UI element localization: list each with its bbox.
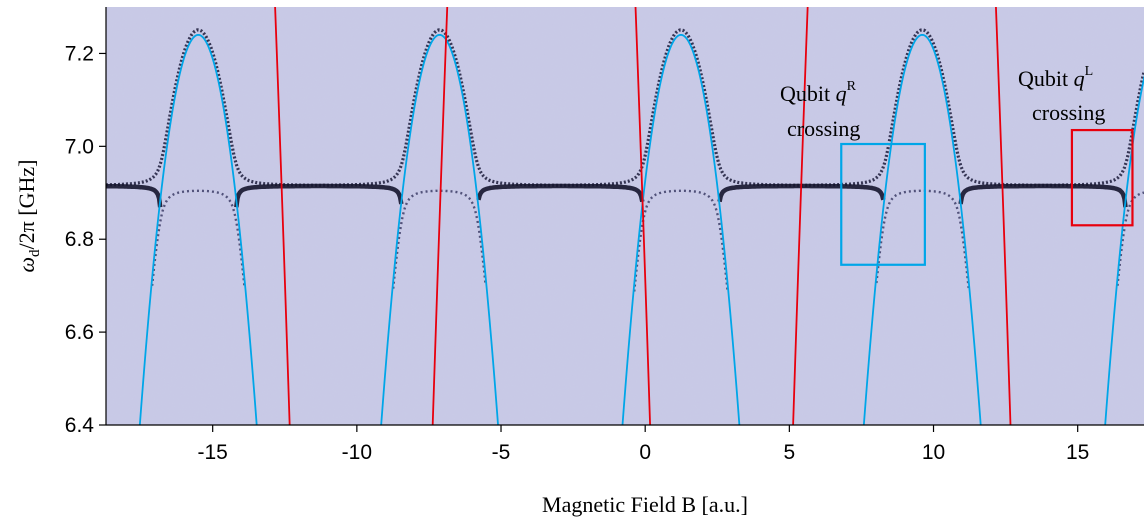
x-tick-label: 5	[784, 441, 796, 464]
crossing-boxes	[840, 128, 1134, 266]
annotation-qubit-l-word: Qubit	[1018, 66, 1074, 91]
axes	[105, 7, 1144, 426]
annotation-qubit-r-word: Qubit	[780, 81, 836, 106]
series-blue-branch	[380, 33, 499, 425]
y-tick-label: 7.2	[65, 42, 94, 65]
resonator-baseline	[106, 183, 1128, 208]
series-blue-branch	[621, 33, 741, 425]
x-tick-label: 10	[922, 441, 945, 464]
spectrum-features	[106, 28, 1144, 292]
series-blue-branch	[138, 33, 258, 425]
y-axis-label-rest: /2π [GHz]	[14, 160, 39, 250]
annotation-qubit-r-sup: R	[847, 79, 857, 94]
y-tick-label: 6.4	[65, 414, 95, 437]
qubit-l-crossing-box	[1070, 128, 1134, 227]
annotation-qubit-r-symbol: q	[836, 81, 847, 106]
annotation-qubit-l-line2: crossing	[1032, 100, 1105, 125]
series-blue-branch	[1104, 74, 1144, 425]
qubit-r-crossing-box	[840, 142, 926, 266]
x-tick-label: 15	[1066, 441, 1089, 464]
annotation-qubit-r: Qubit qR crossing	[780, 79, 860, 141]
y-ticks: 6.4 6.6 6.8 7.0 7.2	[65, 42, 106, 437]
plot-noise	[106, 7, 1144, 425]
annotation-qubit-l-line1: Qubit qL	[1018, 64, 1093, 91]
annotation-qubit-l-symbol: q	[1074, 66, 1085, 91]
theory-curves	[138, 7, 1144, 425]
resonance-upper-branch	[106, 28, 1144, 187]
x-tick-label: -10	[342, 441, 372, 464]
y-tick-label: 7.0	[65, 135, 94, 158]
x-axis-label: Magnetic Field B [a.u.]	[542, 492, 748, 517]
annotation-qubit-r-line1: Qubit qR	[780, 79, 857, 106]
y-axis-label-subscript: d	[27, 249, 43, 257]
resonance-lower-branch	[150, 189, 1144, 292]
series-blue-branch	[862, 33, 982, 425]
x-tick-label: -5	[492, 441, 511, 464]
x-tick-label: -15	[198, 441, 228, 464]
y-axis-label-symbol: ω	[14, 257, 39, 273]
y-tick-label: 6.6	[65, 321, 94, 344]
annotation-qubit-l-sup: L	[1085, 64, 1094, 79]
plot-area	[106, 7, 1144, 425]
x-tick-label: 0	[639, 441, 651, 464]
x-ticks: -15 -10 -5 0 5 10 15	[198, 425, 1089, 464]
annotation-qubit-r-line2: crossing	[787, 116, 860, 141]
y-axis-label: ωd/2π [GHz]	[14, 160, 43, 273]
annotation-qubit-l: Qubit qL crossing	[1018, 64, 1105, 125]
y-tick-label: 6.8	[65, 228, 94, 251]
